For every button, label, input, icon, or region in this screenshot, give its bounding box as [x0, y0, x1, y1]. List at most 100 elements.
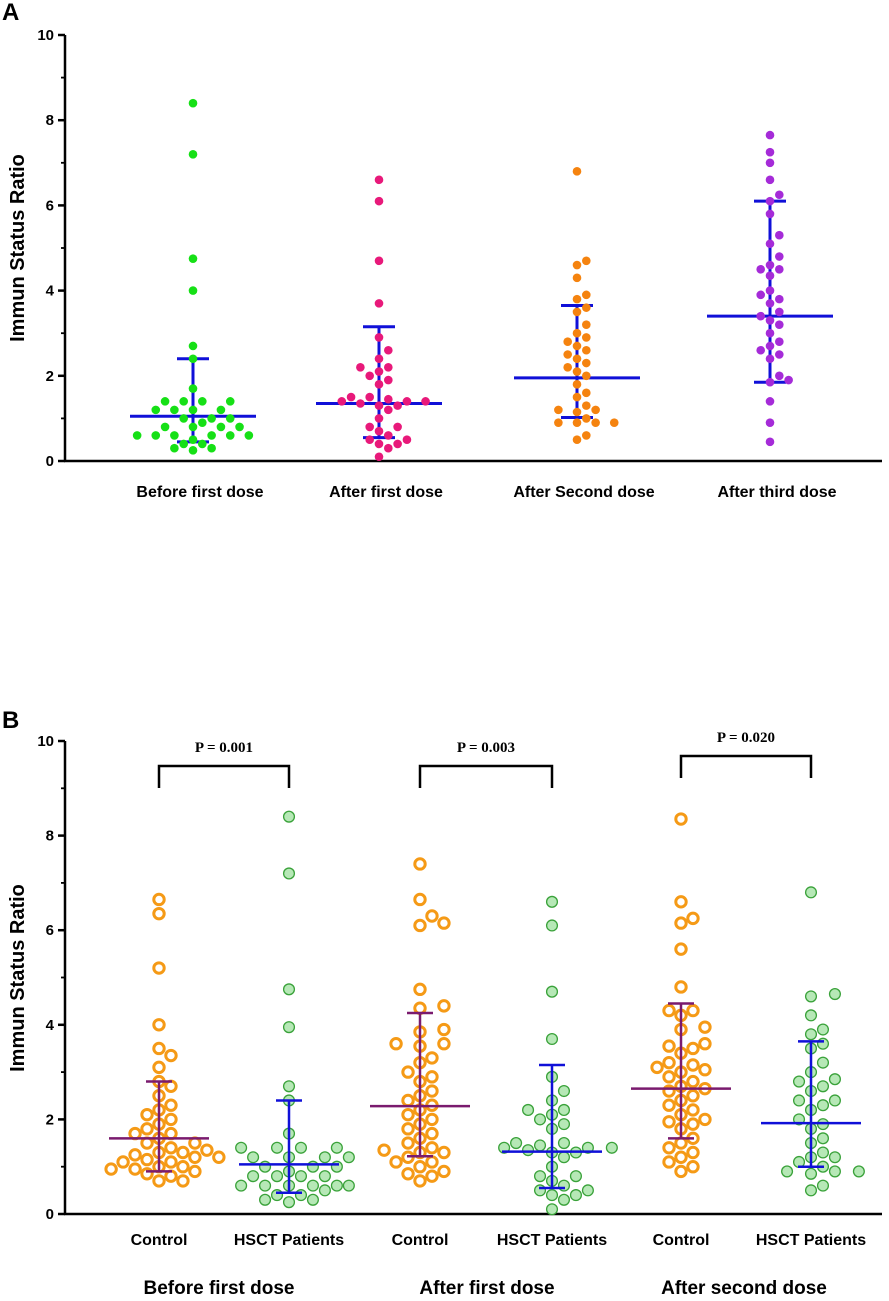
- panel-b-hsct-point: [270, 1170, 284, 1183]
- panel-b-hsct-point: [306, 1193, 319, 1206]
- panel-b-control-point: [662, 1115, 676, 1129]
- panel-b-group-label: After second dose: [661, 1278, 827, 1299]
- panel-b-control-point: [200, 1143, 214, 1157]
- panel-b-control-point: [128, 1148, 142, 1162]
- panel-a-point: [572, 407, 582, 417]
- panel-a-point: [765, 260, 775, 270]
- panel-b-hsct-point: [306, 1160, 319, 1173]
- panel-a-point: [765, 328, 775, 338]
- panel-b-control-point: [401, 1167, 415, 1181]
- panel-a-point: [582, 414, 591, 423]
- panel-a-point: [775, 371, 784, 381]
- panel-a-point: [337, 397, 347, 406]
- panel-a-point: [384, 394, 393, 404]
- panel-a-point: [765, 271, 775, 280]
- panel-b-control-point: [425, 1051, 439, 1065]
- panel-a-point: [179, 439, 188, 449]
- panel-a-point: [765, 286, 775, 295]
- panel-b-hsct-point: [247, 1170, 260, 1183]
- panel-a-point: [582, 320, 591, 329]
- panel-b-control-point: [401, 1122, 415, 1136]
- panel-a-point: [765, 354, 775, 364]
- panel-a-point: [198, 418, 207, 427]
- panel-a-point: [775, 252, 784, 261]
- panel-b-hsct-point: [792, 1094, 806, 1107]
- panel-b-hsct-point: [259, 1160, 272, 1173]
- panel-b-points: [104, 810, 865, 1216]
- panel-a-point: [365, 392, 374, 402]
- panel-b-letter: B: [2, 707, 19, 734]
- panel-b-hsct-point: [828, 988, 841, 1001]
- panel-a-point: [384, 405, 393, 415]
- panel-a-point: [188, 98, 198, 108]
- panel-a-point: [572, 328, 582, 338]
- panel-a-point: [188, 446, 198, 455]
- panel-a-point: [179, 414, 188, 423]
- panel-a-y-tick-label: 0: [46, 453, 54, 470]
- panel-a-point: [207, 443, 216, 453]
- panel-b-hsct-point: [282, 867, 296, 880]
- panel-b-error-bars: [109, 1002, 861, 1194]
- panel-b-hsct-point: [282, 1196, 296, 1209]
- panel-b-control-point: [437, 916, 451, 930]
- panel-a-point: [384, 375, 393, 385]
- panel-a-point: [225, 414, 235, 423]
- panel-a-category-labels: Before first dose After first dose After S…: [136, 484, 836, 501]
- panel-a-point: [188, 422, 198, 432]
- panel-b-hsct-point: [816, 1099, 830, 1112]
- panel-b-control-point: [176, 1160, 190, 1174]
- panel-b-y-tick-label: 2: [46, 1111, 54, 1128]
- panel-b-p-value: P = 0.020: [717, 730, 775, 746]
- panel-a-point: [582, 431, 591, 440]
- panel-b-hsct-point: [318, 1184, 331, 1197]
- panel-b-control-point: [401, 1093, 415, 1108]
- panel-b-group-label: Before first dose: [144, 1278, 295, 1299]
- panel-a-point: [356, 399, 365, 408]
- panel-b-hsct-point: [557, 1179, 571, 1192]
- panel-a-point: [365, 435, 374, 445]
- panel-b-control-point: [686, 1058, 700, 1072]
- panel-b-control-point: [686, 911, 700, 926]
- panel-b-hsct-point: [816, 1132, 830, 1145]
- panel-b-significance-brackets: P = 0.001 P = 0.003 P = 0.020: [157, 730, 813, 788]
- panel-a-axes: 0 2 4 6 8 10: [37, 27, 882, 470]
- panel-b-control-point: [401, 1136, 415, 1150]
- panel-a-point: [374, 414, 384, 423]
- panel-a-point: [756, 290, 765, 300]
- panel-b-control-point: [425, 1155, 439, 1169]
- panel-b-control-point: [152, 906, 166, 921]
- panel-a-point: [591, 405, 600, 415]
- panel-b-y-tick-label: 10: [37, 733, 54, 750]
- panel-a-point: [563, 337, 572, 347]
- panel-b-control-point: [425, 1112, 439, 1127]
- panel-a-point: [572, 392, 582, 402]
- panel-b-control-point: [425, 1141, 439, 1155]
- panel-b-control-point: [674, 980, 688, 994]
- panel-a-point: [374, 426, 384, 436]
- panel-b-control-point: [686, 1103, 700, 1117]
- panel-b-hsct-point: [545, 895, 559, 908]
- panel-a-point: [151, 405, 161, 415]
- panel-b-hsct-point: [294, 1189, 308, 1202]
- panel-b-hsct-point: [816, 1056, 830, 1069]
- panel-a-point: [756, 265, 765, 274]
- panel-b-series-label: Control: [392, 1232, 449, 1249]
- panel-b-y-tick-label: 4: [46, 1017, 55, 1034]
- panel-b-control-point: [437, 1037, 451, 1051]
- panel-b-control-point: [140, 1122, 154, 1136]
- panel-a-point: [554, 418, 563, 427]
- panel-b-control-point: [164, 1112, 178, 1127]
- panel-a-point: [582, 358, 591, 368]
- panel-a-point: [384, 345, 393, 355]
- panel-a-point: [188, 384, 198, 393]
- panel-a-y-tick-label: 6: [46, 197, 54, 214]
- panel-b-hsct-point: [557, 1118, 571, 1131]
- panel-a-point: [609, 418, 619, 427]
- panel-a-point: [374, 401, 384, 410]
- panel-b-control-point: [662, 1098, 676, 1112]
- panel-a-point: [765, 418, 775, 427]
- panel-b-hsct-point: [318, 1170, 331, 1183]
- panel-a-point: [572, 435, 582, 445]
- panel-b-hsct-point: [852, 1165, 865, 1178]
- panel-b-hsct-point: [781, 1165, 794, 1178]
